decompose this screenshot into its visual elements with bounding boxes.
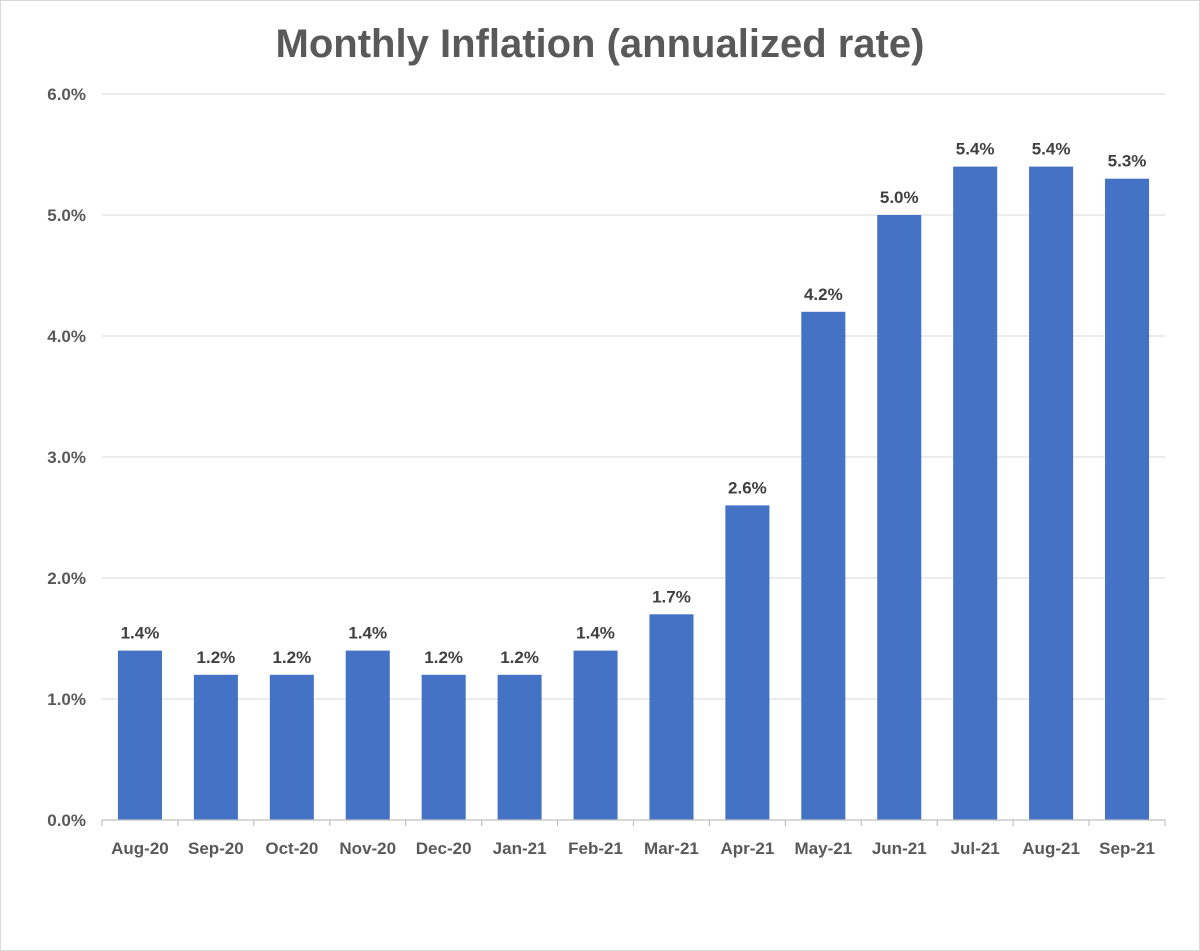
x-tick-label: Jan-21 [493,839,547,858]
x-axis-tick-labels: Aug-20 Sep-20 Oct-20 Nov-20 Dec-20 Jan-21 Feb-… [111,839,1155,858]
bar [573,650,618,820]
data-label: 5.4% [1032,140,1071,159]
bar [725,505,770,820]
y-tick-label: 5.0% [47,206,86,225]
bar [345,650,390,820]
bar [193,674,238,820]
data-labels: 1.4% 1.2% 1.2% 1.4% 1.2% 1.2% 1.4% 1.7% 2.6% 4.2%… [121,140,1147,667]
bar [117,650,162,820]
bar [1029,166,1074,821]
x-tick-label: Jun-21 [872,839,927,858]
x-tick-label: Apr-21 [720,839,774,858]
y-tick-label: 1.0% [47,690,86,709]
x-tick-label: Nov-20 [339,839,396,858]
data-label: 1.4% [576,624,615,643]
x-axis [101,819,1166,826]
y-tick-label: 3.0% [47,448,86,467]
x-tick-label: Sep-20 [188,839,244,858]
y-tick-label: 2.0% [47,569,86,588]
data-label: 5.0% [880,188,919,207]
x-tick-label: Aug-21 [1022,839,1080,858]
data-label: 4.2% [804,285,843,304]
bars [117,166,1150,821]
x-tick-label: Feb-21 [568,839,623,858]
data-label: 1.2% [424,648,463,667]
bar [877,215,922,820]
y-tick-label: 4.0% [47,327,86,346]
x-tick-label: Oct-20 [265,839,318,858]
x-tick-label: Mar-21 [644,839,699,858]
bar [649,614,694,820]
bar [801,311,846,820]
data-label: 1.7% [652,587,691,606]
x-tick-label: May-21 [795,839,853,858]
gridlines [102,93,1165,700]
x-tick-label: Aug-20 [111,839,169,858]
y-axis-tick-labels: 0.0% 1.0% 2.0% 3.0% 4.0% 5.0% 6.0% [47,85,86,830]
x-tick-label: Jul-21 [951,839,1000,858]
bar [953,166,998,821]
data-label: 1.2% [500,648,539,667]
y-tick-label: 6.0% [47,85,86,104]
chart-title: Monthly Inflation (annualized rate) [275,22,925,66]
data-label: 1.4% [121,624,160,643]
data-label: 2.6% [728,478,767,497]
data-label: 5.3% [1108,152,1147,171]
data-label: 5.4% [956,140,995,159]
x-tick-label: Sep-21 [1099,839,1155,858]
bar [497,674,542,820]
data-label: 1.4% [348,624,387,643]
bar [1105,178,1150,820]
data-label: 1.2% [197,648,236,667]
bar [421,674,466,820]
y-tick-label: 0.0% [47,811,86,830]
x-tick-label: Dec-20 [416,839,472,858]
bar [269,674,314,820]
data-label: 1.2% [272,648,311,667]
